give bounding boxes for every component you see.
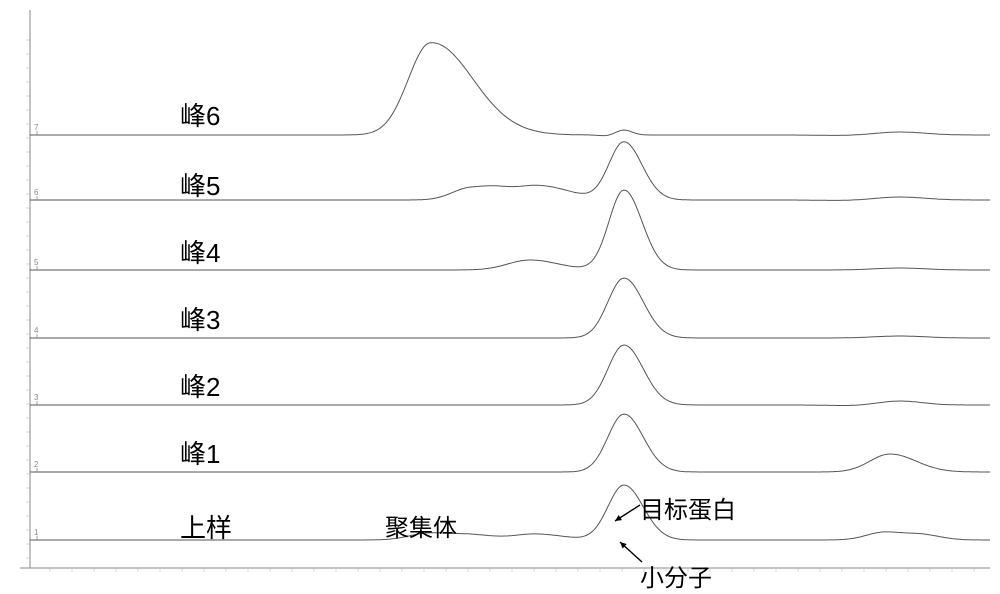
trace-label-peak2: 峰2: [180, 367, 220, 404]
chromatogram-figure: 7 6 5 4 3 2 1 峰6 峰5 峰4 峰3 峰2 峰1 上样 聚集体 目标蛋白 小分…: [0, 0, 1000, 594]
annotation-target: 目标蛋白: [640, 490, 736, 525]
svg-text:1: 1: [34, 528, 39, 537]
trace-label-peak5: 峰5: [180, 166, 220, 203]
annotation-small-mol: 小分子: [640, 558, 712, 593]
trace-label-sample: 上样: [180, 508, 232, 545]
svg-text:3: 3: [34, 393, 39, 402]
svg-text:6: 6: [34, 188, 39, 197]
svg-text:2: 2: [34, 460, 39, 469]
trace-label-peak4: 峰4: [180, 233, 220, 270]
svg-text:5: 5: [34, 258, 39, 267]
svg-text:4: 4: [34, 326, 39, 335]
trace-label-peak3: 峰3: [180, 300, 220, 337]
svg-text:7: 7: [34, 123, 39, 132]
trace-label-peak6: 峰6: [180, 96, 220, 133]
annotation-aggregate: 聚集体: [385, 508, 457, 543]
chart-svg: 7 6 5 4 3 2 1: [0, 0, 1000, 594]
trace-label-peak1: 峰1: [180, 434, 220, 471]
